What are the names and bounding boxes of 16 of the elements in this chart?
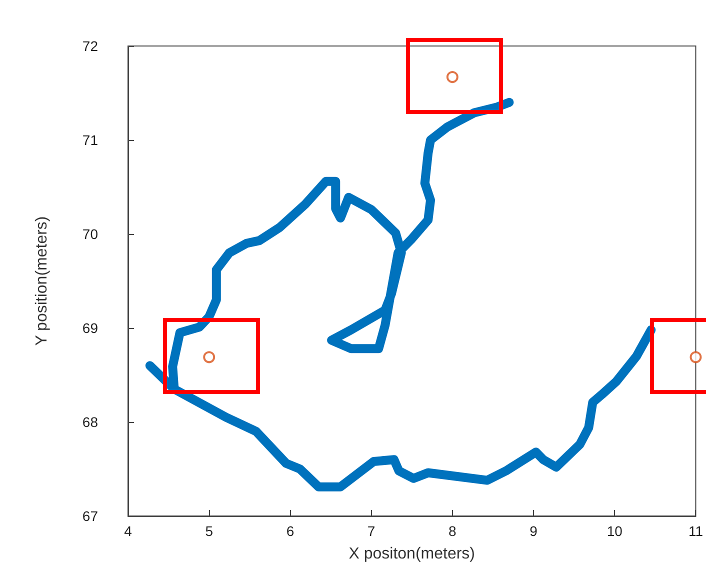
y-tick-label: 67 [82,508,98,524]
y-tick-label: 72 [82,38,98,54]
x-tick-label: 5 [205,523,214,539]
x-tick-label: 9 [530,523,538,539]
x-tick-label: 4 [124,523,132,539]
x-tick-label: 10 [606,523,623,539]
y-axis-title: Y position(meters) [34,216,50,346]
y-tick-label: 69 [82,320,98,336]
x-tick-label: 7 [367,523,376,539]
y-tick-label: 71 [82,132,98,148]
x-tick-label: 6 [286,523,294,539]
y-tick-label: 70 [82,226,98,242]
x-tick-label: 8 [448,523,457,539]
y-tick-label: 68 [82,414,98,430]
x-axis-title: X positon(meters) [348,546,475,562]
x-tick-label: 11 [688,523,704,539]
